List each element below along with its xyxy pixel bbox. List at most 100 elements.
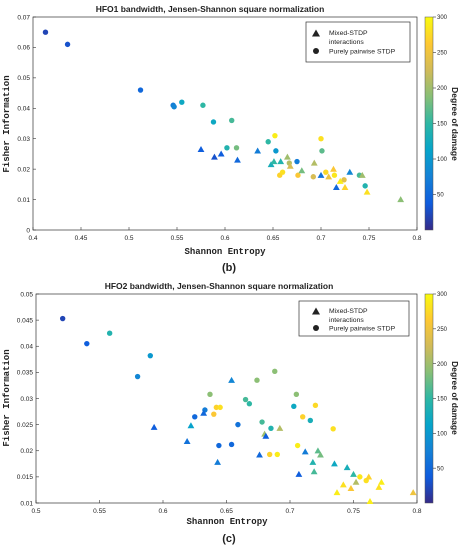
x-tick-label: 0.5 bbox=[124, 235, 133, 242]
colorbar-tick-label: 150 bbox=[437, 397, 448, 403]
data-point-triangle bbox=[150, 423, 158, 430]
data-point-triangle bbox=[301, 448, 309, 455]
x-tick-label: 0.8 bbox=[412, 235, 421, 242]
data-point-circle bbox=[312, 402, 319, 408]
data-point-circle bbox=[200, 102, 206, 108]
data-point-circle bbox=[331, 172, 338, 178]
x-tick-label: 0.65 bbox=[220, 508, 233, 515]
y-tick-label: 0.025 bbox=[17, 422, 34, 429]
panel-b-points bbox=[42, 29, 405, 203]
panel-c-legend: Mixed-STDP interactions Purely pairwise … bbox=[298, 300, 410, 337]
colorbar-tick-label: 50 bbox=[437, 193, 444, 199]
colorbar-label: Degree of damage bbox=[450, 87, 458, 161]
x-tick-label: 0.55 bbox=[93, 508, 106, 515]
data-point-circle bbox=[210, 119, 217, 125]
colorbar-tick-label: 300 bbox=[437, 292, 448, 298]
data-point-triangle bbox=[352, 478, 360, 485]
data-point-triangle bbox=[339, 481, 347, 488]
data-point-triangle bbox=[363, 188, 371, 195]
data-point-circle bbox=[179, 99, 185, 105]
panel-b-legend: Mixed-STDP interactions Purely pairwise … bbox=[305, 21, 411, 63]
y-tick-label: 0 bbox=[26, 227, 30, 234]
data-point-triangle bbox=[295, 470, 303, 477]
data-point-triangle bbox=[309, 458, 317, 465]
data-point-triangle bbox=[365, 473, 373, 480]
panel-b-ylabel: Fisher Information bbox=[2, 75, 12, 172]
data-point-triangle bbox=[254, 147, 262, 154]
x-tick-label: 0.8 bbox=[412, 508, 421, 515]
colorbar-tick-label: 200 bbox=[437, 86, 448, 92]
data-point-triangle bbox=[332, 184, 340, 190]
data-point-triangle bbox=[276, 424, 284, 431]
y-tick-label: 0.04 bbox=[17, 106, 30, 113]
data-point-triangle bbox=[298, 167, 306, 174]
x-tick-label: 0.75 bbox=[347, 508, 360, 515]
panel-b: HFO1 bandwidth, Jensen-Shannon square no… bbox=[2, 4, 458, 274]
data-point-circle bbox=[294, 442, 301, 449]
y-tick-label: 0.03 bbox=[20, 396, 33, 403]
data-point-triangle bbox=[277, 158, 285, 165]
legend-triangle-icon bbox=[312, 307, 320, 315]
data-point-triangle bbox=[197, 145, 205, 152]
y-tick-label: 0.01 bbox=[20, 500, 33, 507]
data-point-circle bbox=[64, 41, 71, 48]
data-point-circle bbox=[171, 104, 177, 110]
data-point-triangle bbox=[310, 159, 318, 166]
y-tick-label: 0.02 bbox=[20, 448, 33, 455]
legend-box bbox=[305, 21, 411, 63]
data-point-circle bbox=[274, 451, 280, 458]
data-point-triangle bbox=[267, 161, 275, 168]
data-point-triangle bbox=[214, 458, 222, 465]
data-point-triangle bbox=[183, 437, 191, 444]
data-point-triangle bbox=[200, 409, 208, 416]
x-tick-label: 0.45 bbox=[75, 235, 88, 242]
data-point-triangle bbox=[346, 168, 354, 175]
data-point-circle bbox=[272, 368, 278, 375]
y-tick-label: 0.05 bbox=[20, 291, 33, 298]
data-point-circle bbox=[254, 377, 260, 383]
panel-b-xlabel: Shannon Entropy bbox=[184, 247, 266, 257]
data-point-circle bbox=[216, 442, 222, 449]
y-tick-label: 0.03 bbox=[17, 136, 30, 143]
data-point-circle bbox=[295, 172, 301, 178]
panel-c-title: HFO2 bandwidth, Jensen-Shannon square no… bbox=[105, 281, 334, 291]
data-point-circle bbox=[323, 169, 329, 175]
x-tick-label: 0.75 bbox=[363, 235, 376, 242]
legend-label-pairwise: Purely pairwise STDP bbox=[329, 326, 396, 333]
data-point-circle bbox=[272, 132, 278, 139]
data-point-circle bbox=[300, 414, 306, 420]
data-point-triangle bbox=[409, 489, 417, 496]
y-tick-label: 0.035 bbox=[17, 370, 34, 377]
x-tick-label: 0.5 bbox=[31, 508, 40, 515]
data-point-circle bbox=[213, 404, 220, 411]
panel-c-points bbox=[59, 315, 417, 505]
data-point-circle bbox=[84, 340, 90, 347]
colorbar-tick-label: 150 bbox=[437, 122, 448, 128]
legend-label-mixed-2: interactions bbox=[329, 39, 364, 46]
data-point-triangle bbox=[217, 150, 225, 157]
colorbar-ticks: 50 100 150 200 250 300 bbox=[433, 292, 448, 472]
x-tick-label: 0.7 bbox=[316, 235, 325, 242]
data-point-triangle bbox=[331, 460, 338, 467]
legend-label-mixed-2: interactions bbox=[329, 317, 364, 324]
data-point-circle bbox=[207, 391, 213, 398]
data-point-triangle bbox=[317, 171, 325, 178]
data-point-circle bbox=[362, 183, 368, 189]
data-point-circle bbox=[242, 396, 249, 403]
y-tick-label: 0.04 bbox=[20, 344, 33, 351]
panel-b-colorbar: 50 100 150 200 250 300 Degree of damage bbox=[424, 15, 458, 231]
colorbar-tick-label: 250 bbox=[437, 327, 448, 333]
colorbar-label: Degree of damage bbox=[450, 361, 458, 435]
data-point-triangle bbox=[350, 470, 357, 477]
data-point-circle bbox=[217, 404, 223, 411]
data-point-triangle bbox=[347, 484, 355, 491]
data-point-circle bbox=[259, 419, 265, 425]
data-point-triangle bbox=[375, 483, 383, 490]
y-tick-label: 0.045 bbox=[17, 317, 34, 324]
colorbar-tick-label: 250 bbox=[437, 51, 448, 57]
data-point-circle bbox=[341, 177, 347, 183]
y-tick-label: 0.05 bbox=[17, 75, 30, 82]
data-point-triangle bbox=[343, 464, 351, 471]
data-point-circle bbox=[147, 352, 153, 359]
